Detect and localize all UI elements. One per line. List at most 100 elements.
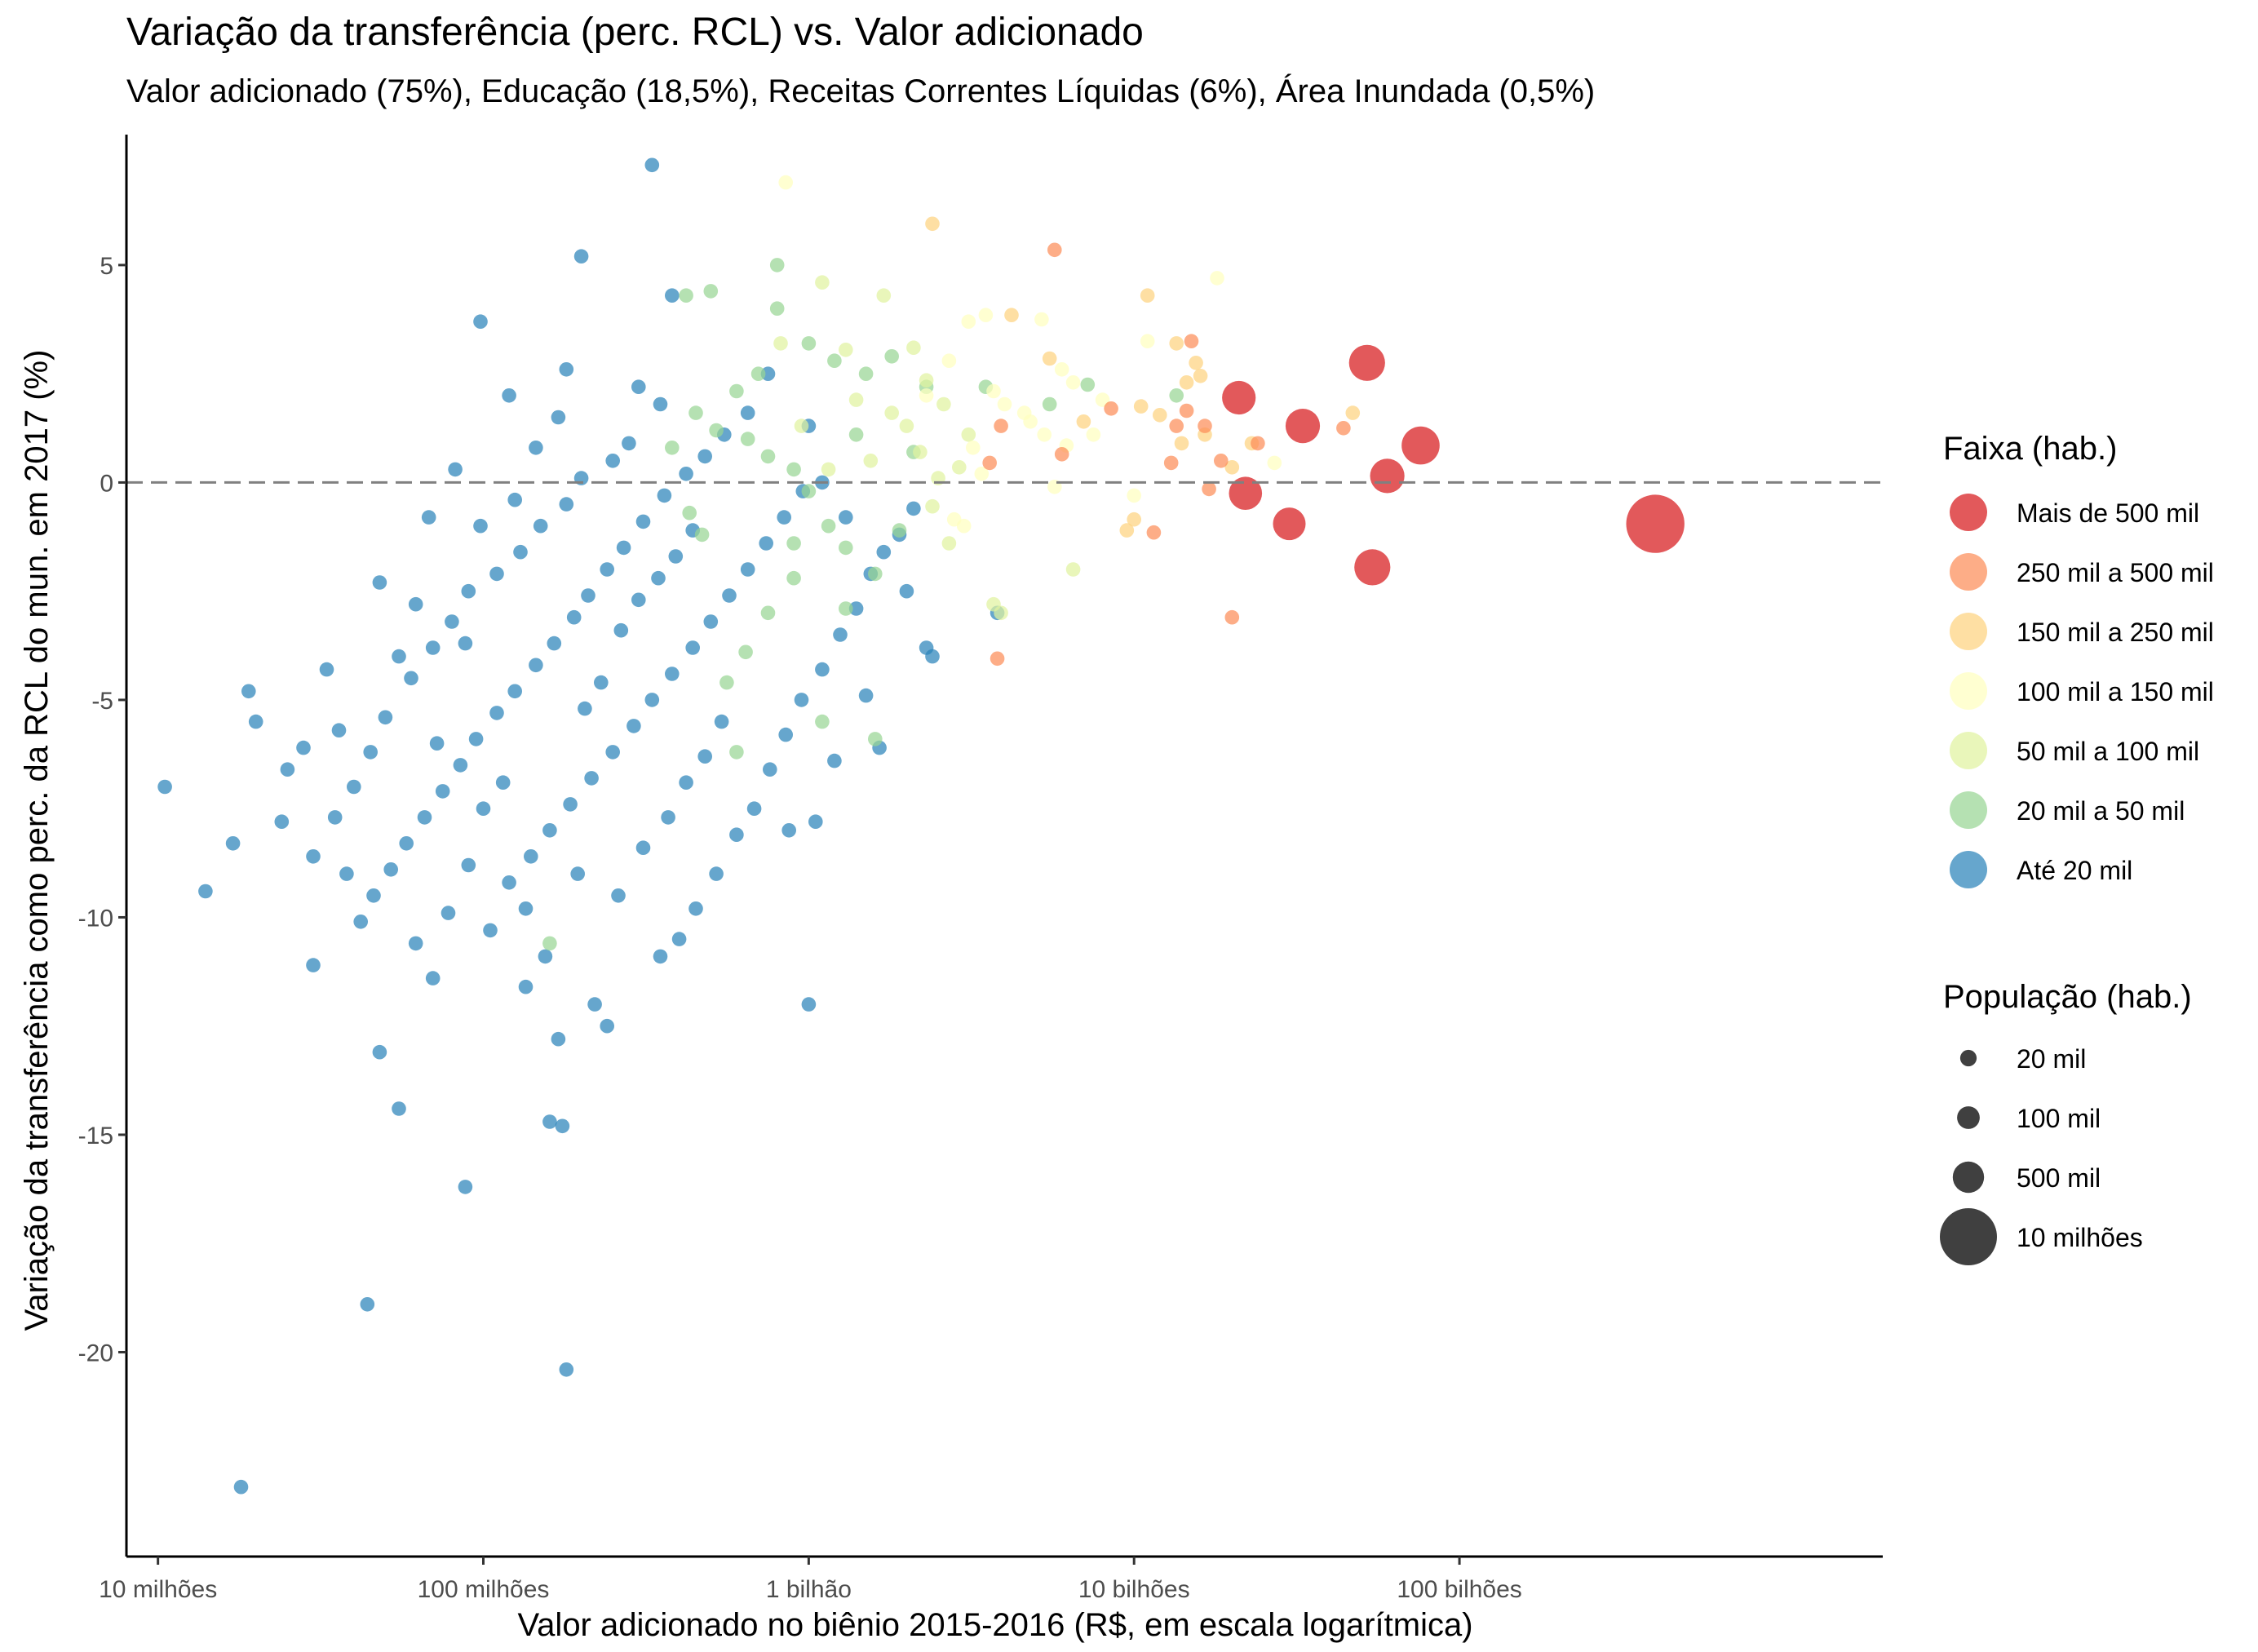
- data-point: [1133, 399, 1149, 414]
- data-point: [241, 684, 256, 699]
- data-point: [461, 583, 476, 599]
- y-tick-label: 0: [100, 470, 113, 497]
- data-point: [821, 462, 836, 477]
- data-point: [679, 288, 693, 303]
- data-point: [801, 336, 817, 351]
- legend-populacao: População (hab.) 20 mil 100 mil 500 mil 10 …: [1940, 979, 2192, 1265]
- legend-faixa-swatch: [1950, 553, 1987, 591]
- data-point: [1222, 380, 1256, 415]
- data-point: [876, 544, 892, 560]
- data-point: [863, 454, 879, 468]
- data-point: [778, 727, 793, 742]
- data-point: [441, 906, 456, 920]
- data-point: [848, 392, 864, 407]
- data-point: [848, 601, 864, 616]
- data-point: [990, 651, 1005, 667]
- data-point: [679, 467, 693, 481]
- data-point: [697, 749, 712, 764]
- legend-faixa-swatch: [1950, 851, 1987, 888]
- legend-populacao-label: 100 mil: [2017, 1104, 2101, 1133]
- data-point: [839, 540, 853, 556]
- data-point: [1202, 481, 1216, 497]
- data-point: [622, 436, 636, 451]
- data-point: [306, 849, 321, 864]
- data-point: [884, 349, 899, 364]
- data-point: [429, 736, 445, 751]
- data-point: [581, 588, 595, 603]
- data-point: [1184, 334, 1199, 349]
- data-point: [1076, 414, 1091, 429]
- data-point: [1273, 507, 1306, 541]
- data-point: [1023, 414, 1038, 429]
- data-point: [671, 932, 687, 946]
- data-point: [740, 432, 755, 446]
- series-group: [925, 216, 1361, 538]
- data-point: [538, 949, 553, 964]
- data-point: [688, 901, 703, 916]
- data-point: [1127, 512, 1141, 527]
- data-point: [233, 1479, 249, 1495]
- data-point: [1210, 271, 1224, 286]
- data-point: [1224, 609, 1240, 625]
- data-point: [827, 753, 842, 768]
- data-point: [665, 667, 680, 681]
- data-point: [327, 810, 343, 825]
- data-point: [578, 701, 592, 716]
- data-point: [1140, 288, 1155, 303]
- data-point: [408, 936, 423, 951]
- data-point: [363, 745, 379, 760]
- data-point: [786, 462, 801, 477]
- data-point: [986, 596, 1001, 612]
- data-point: [899, 419, 914, 433]
- data-point: [518, 979, 534, 994]
- data-point: [925, 649, 940, 664]
- data-point: [769, 301, 785, 317]
- data-point: [738, 644, 753, 660]
- data-point: [425, 640, 441, 655]
- data-point: [839, 343, 853, 357]
- legend-populacao-label: 500 mil: [2017, 1163, 2101, 1193]
- data-point: [1179, 403, 1194, 419]
- legend-populacao-swatch: [1957, 1106, 1980, 1129]
- data-point: [274, 814, 290, 829]
- data-point: [685, 640, 700, 655]
- data-point: [421, 510, 436, 525]
- y-axis-title: Variação da transferência como perc. da …: [19, 350, 55, 1331]
- data-point: [994, 419, 1008, 433]
- data-point: [1193, 369, 1208, 383]
- data-point: [353, 915, 369, 929]
- data-point: [559, 362, 574, 377]
- data-point: [445, 614, 459, 629]
- data-point: [408, 596, 423, 612]
- points-layer: [157, 157, 1685, 1495]
- data-point: [808, 814, 823, 829]
- data-point: [248, 714, 263, 729]
- legend-faixa-label: 250 mil a 500 mil: [2017, 558, 2214, 587]
- data-point: [941, 353, 957, 369]
- legend-populacao-swatch: [1959, 1049, 1977, 1067]
- data-point: [1174, 436, 1189, 451]
- chart-subtitle: Valor adicionado (75%), Educação (18,5%)…: [126, 73, 1596, 109]
- data-point: [489, 566, 504, 582]
- data-point: [919, 388, 934, 403]
- data-point: [1267, 455, 1282, 471]
- data-point: [848, 427, 864, 442]
- data-point: [473, 518, 488, 534]
- data-point: [746, 801, 762, 816]
- data-point: [1042, 396, 1057, 412]
- data-point: [502, 875, 516, 890]
- data-point: [1169, 336, 1184, 351]
- data-point: [489, 706, 504, 720]
- legend-populacao-label: 20 mil: [2017, 1044, 2086, 1074]
- data-point: [458, 1180, 473, 1194]
- data-point: [1345, 405, 1361, 420]
- y-tick-label: 5: [100, 253, 113, 280]
- data-point: [925, 216, 940, 232]
- data-point: [709, 866, 724, 881]
- data-point: [495, 775, 511, 790]
- data-point: [551, 410, 566, 425]
- data-point: [778, 175, 793, 190]
- data-point: [906, 501, 921, 516]
